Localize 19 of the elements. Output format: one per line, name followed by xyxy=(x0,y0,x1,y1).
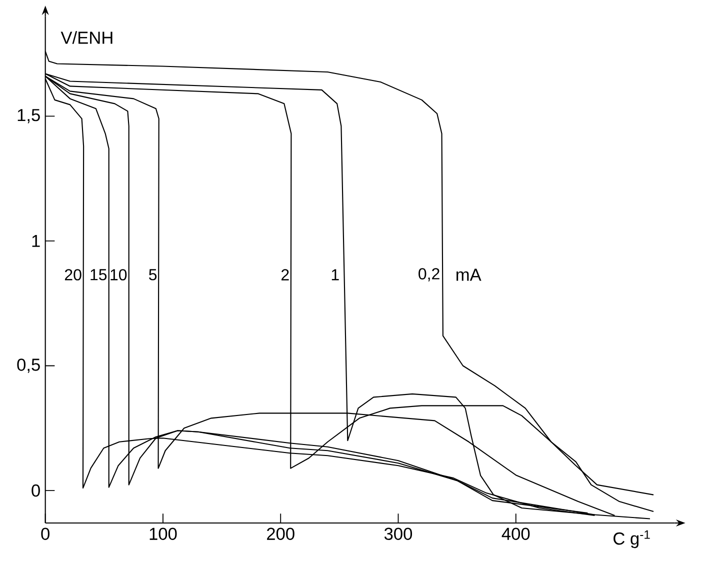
x-tick-label: 400 xyxy=(502,528,530,540)
y-tick-label: 0,5 xyxy=(17,358,40,373)
x-tick-label: 0 xyxy=(41,528,50,540)
series-label: 2 xyxy=(281,269,289,280)
x-tick-label: 200 xyxy=(267,528,294,540)
x-axis-title: C g$^{-1}$ xyxy=(614,530,650,548)
series-label: 10 xyxy=(110,269,127,280)
x-tick-label: 300 xyxy=(384,528,412,540)
series-label: 0,2 xyxy=(418,268,440,282)
series-label: 1 xyxy=(332,269,339,280)
series-label: 5 xyxy=(149,269,157,280)
y-tick-label: 0 xyxy=(32,484,40,497)
y-axis-title: V/ENH xyxy=(60,31,112,44)
series-label: 15 xyxy=(90,269,107,280)
y-tick-label: 1 xyxy=(32,235,40,247)
x-tick-label: 100 xyxy=(150,528,177,540)
series-label: 20 xyxy=(64,269,82,280)
y-tick-label: 1,5 xyxy=(18,109,40,124)
annotation: mA xyxy=(456,268,482,281)
